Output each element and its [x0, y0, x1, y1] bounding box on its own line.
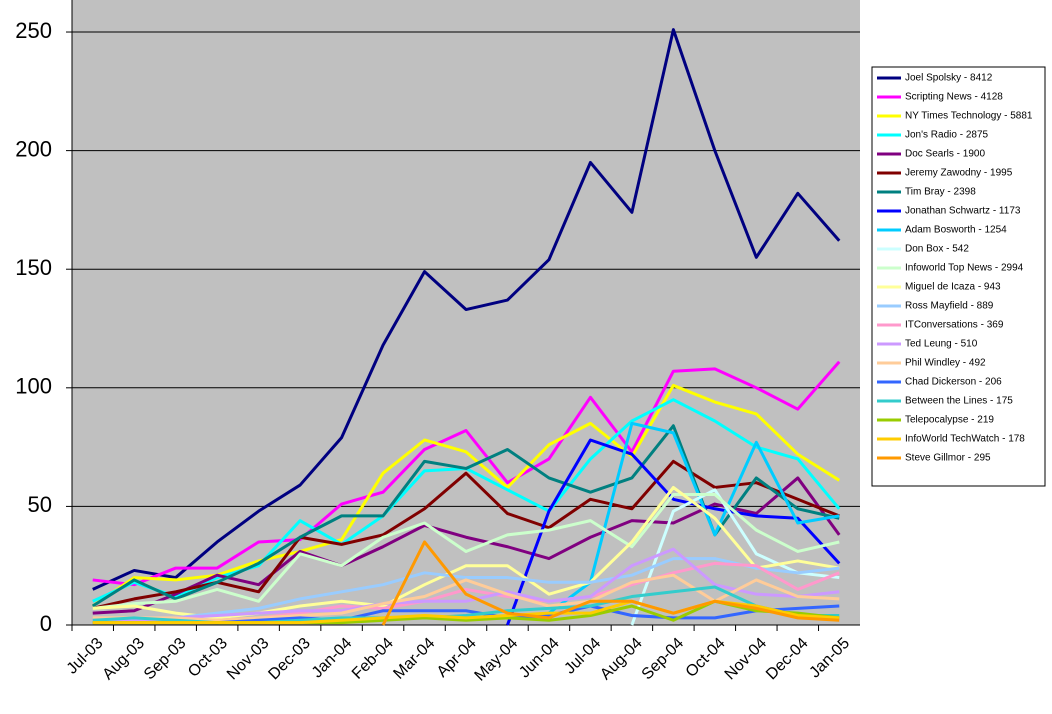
legend-label: Don Box - 542	[905, 244, 969, 255]
legend-label: Doc Searls - 1900	[905, 149, 985, 160]
legend-label: Steve Gillmor - 295	[905, 453, 991, 464]
legend-label: NY Times Technology - 5881	[905, 111, 1033, 122]
legend-label: Chad Dickerson - 206	[905, 377, 1002, 388]
series-line	[92, 493, 840, 610]
x-tick-label: Aug-03	[100, 635, 149, 684]
x-tick-label: Feb-04	[349, 635, 397, 683]
legend-label: Scripting News - 4128	[905, 92, 1003, 103]
x-tick-label: Sep-04	[639, 635, 688, 684]
legend-label: Phil Windley - 492	[905, 358, 986, 369]
x-tick-label: Aug-04	[597, 635, 646, 684]
y-tick-label: 0	[40, 611, 52, 636]
y-tick-label: 100	[15, 374, 52, 399]
series-line	[92, 28, 841, 591]
legend-label: Tim Bray - 2398	[905, 187, 976, 198]
x-tick-label: Nov-04	[722, 635, 771, 684]
legend-label: Between the Lines - 175	[905, 396, 1013, 407]
series-line	[548, 421, 840, 615]
x-tick-label: Jan-04	[309, 635, 356, 682]
legend-label: ITConversations - 369	[905, 320, 1004, 331]
legend-label: Jon's Radio - 2875	[905, 130, 989, 141]
y-tick-label: 150	[15, 255, 52, 280]
series-line	[92, 476, 841, 615]
y-tick-label: 50	[28, 492, 52, 517]
y-tick-label: 250	[15, 18, 52, 43]
x-tick-label: Nov-03	[224, 635, 273, 684]
series-line	[630, 488, 840, 626]
legend-label: Ted Leung - 510	[905, 339, 978, 350]
series-line	[92, 485, 840, 620]
series-line	[92, 360, 841, 587]
legend-label: Ross Mayfield - 889	[905, 301, 994, 312]
y-tick-label: 200	[15, 136, 52, 161]
legend-label: Infoworld Top News - 2994	[905, 263, 1024, 274]
series-line	[92, 547, 840, 625]
plot-area	[72, 0, 860, 625]
x-tick-label: Oct-03	[185, 635, 231, 681]
x-tick-label: Dec-03	[265, 635, 314, 684]
x-tick-label: May-04	[472, 635, 522, 685]
series-line	[381, 540, 840, 626]
series-line	[506, 438, 841, 626]
x-tick-label: Dec-04	[763, 635, 812, 684]
x-tick-label: Oct-04	[683, 635, 729, 681]
legend-label: Telepocalypse - 219	[905, 415, 994, 426]
legend-box	[871, 66, 1046, 487]
x-tick-label: Jan-05	[806, 635, 853, 682]
legend-label: Jonathan Schwartz - 1173	[905, 206, 1021, 217]
x-tick-label: Jun-04	[516, 635, 563, 682]
legend-label: Jeremy Zawodny - 1995	[905, 168, 1013, 179]
series-line	[92, 557, 840, 622]
legend-label: Miguel de Icaza - 943	[905, 282, 1001, 293]
legend-label: Adam Bosworth - 1254	[905, 225, 1007, 236]
legend-label: Joel Spolsky - 8412	[905, 73, 993, 84]
legend-label: InfoWorld TechWatch - 178	[905, 434, 1025, 445]
x-tick-label: Sep-03	[141, 635, 190, 684]
x-tick-label: Mar-04	[390, 635, 438, 683]
